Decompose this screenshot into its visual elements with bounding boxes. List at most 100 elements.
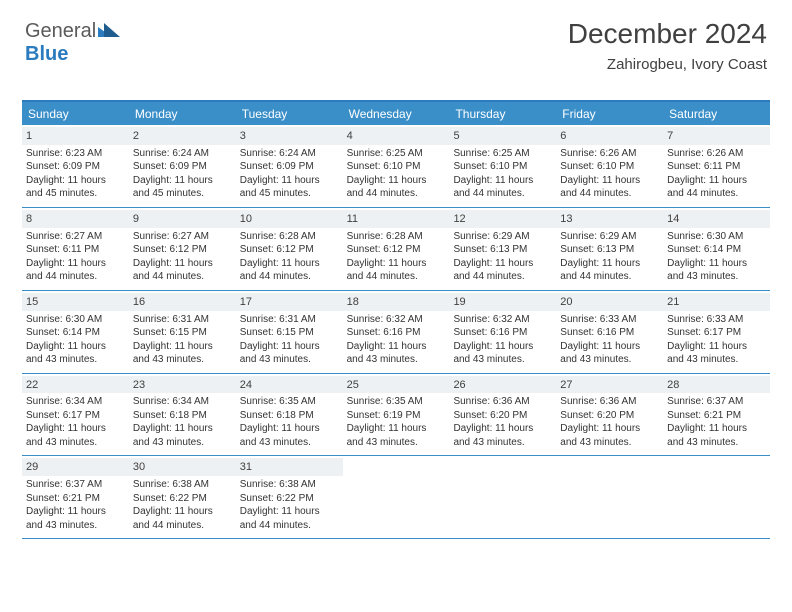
weeks-container: 1Sunrise: 6:23 AMSunset: 6:09 PMDaylight… bbox=[22, 125, 770, 539]
sunset-line: Sunset: 6:22 PM bbox=[133, 492, 232, 506]
day-number: 19 bbox=[449, 293, 556, 311]
day-cell-3: 3Sunrise: 6:24 AMSunset: 6:09 PMDaylight… bbox=[236, 125, 343, 207]
day-cell-1: 1Sunrise: 6:23 AMSunset: 6:09 PMDaylight… bbox=[22, 125, 129, 207]
day-number: 15 bbox=[22, 293, 129, 311]
sunset-line: Sunset: 6:13 PM bbox=[560, 243, 659, 257]
day-cell-19: 19 Sunrise: 6:32 AMSunset: 6:16 PMDayligh… bbox=[449, 291, 556, 373]
sunrise-line: Sunrise: 6:28 AM bbox=[347, 230, 446, 244]
day-header-friday: Friday bbox=[556, 102, 663, 125]
sunrise-line: Sunrise: 6:23 AM bbox=[26, 147, 125, 161]
day-number: 21 bbox=[663, 293, 770, 311]
day-number: 17 bbox=[236, 293, 343, 311]
day-number: 16 bbox=[129, 293, 236, 311]
sunrise-line: Sunrise: 6:29 AM bbox=[560, 230, 659, 244]
sunrise-line: Sunrise: 6:31 AM bbox=[133, 313, 232, 327]
sunset-line: Sunset: 6:18 PM bbox=[133, 409, 232, 423]
day-cell-18: 18 Sunrise: 6:32 AMSunset: 6:16 PMDayligh… bbox=[343, 291, 450, 373]
day-header-sunday: Sunday bbox=[22, 102, 129, 125]
logo-blue: Blue bbox=[25, 43, 68, 65]
daylight-line: Daylight: 11 hours and 43 minutes. bbox=[240, 340, 339, 367]
sunrise-line: Sunrise: 6:26 AM bbox=[667, 147, 766, 161]
sunrise-line: Sunrise: 6:36 AM bbox=[453, 395, 552, 409]
day-cell-11: 11Sunrise: 6:28 AMSunset: 6:12 PMDayligh… bbox=[343, 208, 450, 290]
day-number: 24 bbox=[236, 376, 343, 394]
sunset-line: Sunset: 6:16 PM bbox=[347, 326, 446, 340]
day-cell-13: 13Sunrise: 6:29 AMSunset: 6:13 PMDayligh… bbox=[556, 208, 663, 290]
day-number: 25 bbox=[343, 376, 450, 394]
sunrise-line: Sunrise: 6:33 AM bbox=[667, 313, 766, 327]
day-cell-10: 10Sunrise: 6:28 AMSunset: 6:12 PMDayligh… bbox=[236, 208, 343, 290]
day-number: 31 bbox=[236, 458, 343, 476]
daylight-line: Daylight: 11 hours and 43 minutes. bbox=[26, 340, 125, 367]
day-cell-27: 27Sunrise: 6:36 AMSunset: 6:20 PMDayligh… bbox=[556, 374, 663, 456]
sunrise-line: Sunrise: 6:36 AM bbox=[560, 395, 659, 409]
sunrise-line: Sunrise: 6:38 AM bbox=[133, 478, 232, 492]
daylight-line: Daylight: 11 hours and 43 minutes. bbox=[453, 340, 552, 367]
sunrise-line: Sunrise: 6:35 AM bbox=[240, 395, 339, 409]
sunrise-line: Sunrise: 6:31 AM bbox=[240, 313, 339, 327]
day-cell-22: 22Sunrise: 6:34 AMSunset: 6:17 PMDayligh… bbox=[22, 374, 129, 456]
day-header-saturday: Saturday bbox=[663, 102, 770, 125]
daylight-line: Daylight: 11 hours and 44 minutes. bbox=[26, 257, 125, 284]
sunset-line: Sunset: 6:12 PM bbox=[240, 243, 339, 257]
sunrise-line: Sunrise: 6:37 AM bbox=[26, 478, 125, 492]
sunrise-line: Sunrise: 6:32 AM bbox=[347, 313, 446, 327]
daylight-line: Daylight: 11 hours and 43 minutes. bbox=[133, 340, 232, 367]
sunset-line: Sunset: 6:16 PM bbox=[453, 326, 552, 340]
daylight-line: Daylight: 11 hours and 43 minutes. bbox=[240, 422, 339, 449]
day-number: 14 bbox=[663, 210, 770, 228]
day-cell-26: 26Sunrise: 6:36 AMSunset: 6:20 PMDayligh… bbox=[449, 374, 556, 456]
sunrise-line: Sunrise: 6:32 AM bbox=[453, 313, 552, 327]
sunset-line: Sunset: 6:09 PM bbox=[26, 160, 125, 174]
day-cell-9: 9Sunrise: 6:27 AMSunset: 6:12 PMDaylight… bbox=[129, 208, 236, 290]
sunset-line: Sunset: 6:18 PM bbox=[240, 409, 339, 423]
day-number: 22 bbox=[22, 376, 129, 394]
day-cell-23: 23Sunrise: 6:34 AMSunset: 6:18 PMDayligh… bbox=[129, 374, 236, 456]
week-row: 8Sunrise: 6:27 AMSunset: 6:11 PMDaylight… bbox=[22, 208, 770, 291]
day-number: 4 bbox=[343, 127, 450, 145]
day-number: 3 bbox=[236, 127, 343, 145]
sunset-line: Sunset: 6:15 PM bbox=[240, 326, 339, 340]
daylight-line: Daylight: 11 hours and 43 minutes. bbox=[26, 422, 125, 449]
daylight-line: Daylight: 11 hours and 43 minutes. bbox=[560, 340, 659, 367]
day-number: 18 bbox=[343, 293, 450, 311]
sunset-line: Sunset: 6:22 PM bbox=[240, 492, 339, 506]
logo-text: GeneralBlue bbox=[25, 20, 120, 66]
day-number: 12 bbox=[449, 210, 556, 228]
day-cell-8: 8Sunrise: 6:27 AMSunset: 6:11 PMDaylight… bbox=[22, 208, 129, 290]
day-number: 28 bbox=[663, 376, 770, 394]
day-cell-25: 25Sunrise: 6:35 AMSunset: 6:19 PMDayligh… bbox=[343, 374, 450, 456]
sunset-line: Sunset: 6:14 PM bbox=[667, 243, 766, 257]
day-number: 7 bbox=[663, 127, 770, 145]
day-header-thursday: Thursday bbox=[449, 102, 556, 125]
daylight-line: Daylight: 11 hours and 45 minutes. bbox=[240, 174, 339, 201]
sunrise-line: Sunrise: 6:37 AM bbox=[667, 395, 766, 409]
day-number: 8 bbox=[22, 210, 129, 228]
sunset-line: Sunset: 6:09 PM bbox=[133, 160, 232, 174]
day-number: 6 bbox=[556, 127, 663, 145]
day-cell-14: 14Sunrise: 6:30 AMSunset: 6:14 PMDayligh… bbox=[663, 208, 770, 290]
day-header-wednesday: Wednesday bbox=[343, 102, 450, 125]
sunset-line: Sunset: 6:12 PM bbox=[133, 243, 232, 257]
daylight-line: Daylight: 11 hours and 43 minutes. bbox=[667, 422, 766, 449]
sunset-line: Sunset: 6:14 PM bbox=[26, 326, 125, 340]
day-cell-17: 17 Sunrise: 6:31 AMSunset: 6:15 PMDayligh… bbox=[236, 291, 343, 373]
daylight-line: Daylight: 11 hours and 43 minutes. bbox=[347, 340, 446, 367]
week-row: 22Sunrise: 6:34 AMSunset: 6:17 PMDayligh… bbox=[22, 374, 770, 457]
sunset-line: Sunset: 6:15 PM bbox=[133, 326, 232, 340]
day-cell-31: 31Sunrise: 6:38 AMSunset: 6:22 PMDayligh… bbox=[236, 456, 343, 538]
logo-general: General bbox=[25, 20, 96, 42]
sunset-line: Sunset: 6:16 PM bbox=[560, 326, 659, 340]
daylight-line: Daylight: 11 hours and 43 minutes. bbox=[26, 505, 125, 532]
daylight-line: Daylight: 11 hours and 44 minutes. bbox=[133, 505, 232, 532]
sunset-line: Sunset: 6:12 PM bbox=[347, 243, 446, 257]
sunrise-line: Sunrise: 6:33 AM bbox=[560, 313, 659, 327]
day-cell-15: 15 Sunrise: 6:30 AMSunset: 6:14 PMDayligh… bbox=[22, 291, 129, 373]
daylight-line: Daylight: 11 hours and 44 minutes. bbox=[560, 257, 659, 284]
sunrise-line: Sunrise: 6:30 AM bbox=[26, 313, 125, 327]
day-number: 2 bbox=[129, 127, 236, 145]
sunset-line: Sunset: 6:19 PM bbox=[347, 409, 446, 423]
sunset-line: Sunset: 6:21 PM bbox=[26, 492, 125, 506]
day-header-tuesday: Tuesday bbox=[236, 102, 343, 125]
sunrise-line: Sunrise: 6:24 AM bbox=[240, 147, 339, 161]
